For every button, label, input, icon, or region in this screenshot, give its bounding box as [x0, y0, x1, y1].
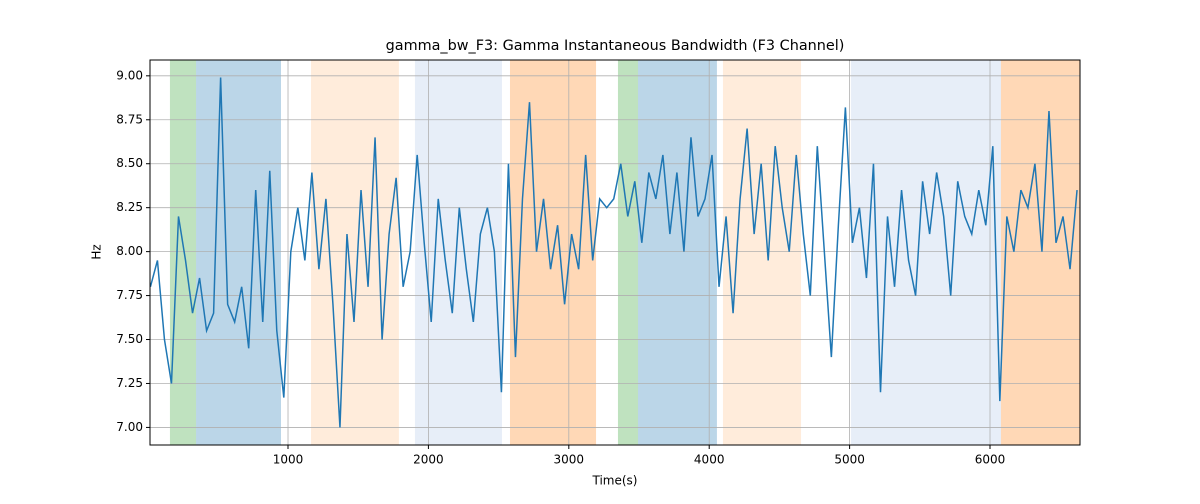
x-tick-label: 3000: [554, 453, 585, 467]
x-tick-label: 1000: [273, 453, 304, 467]
y-tick-label: 8.00: [116, 244, 143, 258]
shaded-span: [722, 60, 802, 445]
y-tick-label: 8.25: [116, 200, 143, 214]
shaded-span: [1000, 60, 1080, 445]
shaded-span: [169, 60, 197, 445]
plot-frame: [149, 59, 1081, 446]
shaded-span: [617, 60, 639, 445]
y-tick-label: 7.25: [116, 376, 143, 390]
x-tick-label: 2000: [413, 453, 444, 467]
x-tick-label: 6000: [975, 453, 1006, 467]
y-tick-label: 7.75: [116, 288, 143, 302]
y-axis-label: Hz: [90, 244, 104, 259]
chart-title: gamma_bw_F3: Gamma Instantaneous Bandwid…: [386, 38, 845, 54]
y-tick-label: 9.00: [116, 68, 143, 82]
x-axis-label: Time(s): [592, 474, 638, 488]
y-tick-label: 7.00: [116, 420, 143, 434]
shaded-span: [414, 60, 502, 445]
shaded-span: [196, 60, 281, 445]
shaded-span: [311, 60, 399, 445]
x-tick-label: 5000: [834, 453, 865, 467]
y-tick-label: 8.50: [116, 156, 143, 170]
x-tick-label: 4000: [694, 453, 725, 467]
shaded-span: [638, 60, 717, 445]
y-tick-label: 8.75: [116, 112, 143, 126]
data-line: [149, 77, 1078, 428]
y-tick-label: 7.50: [116, 332, 143, 346]
shaded-span: [851, 60, 1001, 445]
